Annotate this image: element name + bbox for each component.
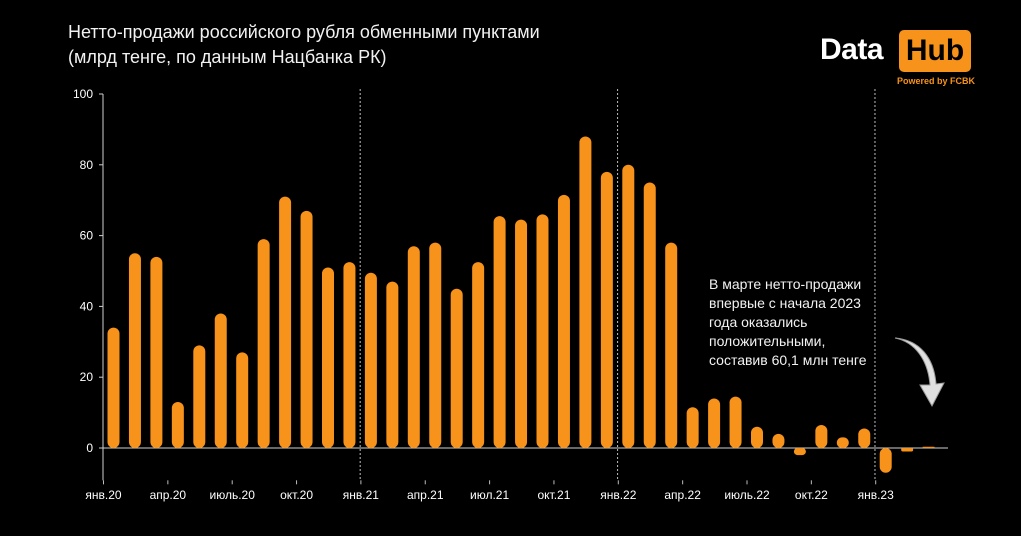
bar — [193, 345, 206, 448]
bar — [686, 407, 699, 448]
y-tick-label: 80 — [80, 158, 94, 172]
y-tick-label: 20 — [80, 370, 94, 384]
bar — [386, 281, 399, 448]
x-tick-label: янв.21 — [343, 488, 380, 502]
annotation-line: В марте нетто-продажи — [709, 276, 862, 292]
annotation-text: В марте нетто-продажи впервые с начала 2… — [709, 275, 899, 370]
bar — [751, 426, 763, 448]
x-tick-label: окт.21 — [537, 488, 570, 502]
x-tick-label: окт.22 — [795, 488, 828, 502]
y-tick-label: 0 — [86, 441, 93, 455]
x-tick-label: июль.22 — [724, 488, 770, 502]
x-tick-label: янв.20 — [85, 488, 122, 502]
bar — [107, 327, 120, 448]
x-tick-label: июл.21 — [470, 488, 509, 502]
bar — [279, 196, 292, 448]
bar — [429, 242, 442, 448]
bar — [579, 136, 592, 449]
bar — [815, 424, 828, 448]
bar — [858, 428, 871, 448]
bar — [622, 164, 635, 449]
bar — [300, 210, 313, 448]
bar — [901, 448, 914, 452]
title-line-2: (млрд тенге, по данным Нацбанка РК) — [68, 47, 387, 67]
bar — [793, 448, 806, 456]
bar — [364, 272, 377, 448]
bar — [643, 182, 656, 448]
bar — [772, 433, 785, 448]
annotation-line: впервые с начала 2023 — [709, 295, 861, 311]
x-tick-label: апр.20 — [150, 488, 187, 502]
bar — [515, 219, 528, 448]
x-tick-label: янв.22 — [600, 488, 637, 502]
bar — [128, 253, 141, 448]
bar — [879, 448, 892, 473]
logo-tagline: Powered by FCBK — [897, 76, 976, 86]
y-tick-label: 60 — [80, 229, 94, 243]
x-tick-label: апр.22 — [664, 488, 701, 502]
logo-word-hub: Hub — [899, 30, 971, 72]
bar — [236, 352, 249, 448]
y-tick-label: 100 — [73, 87, 93, 101]
bar — [171, 401, 184, 448]
annotation-line: составив 60,1 млн тенге — [709, 352, 867, 368]
bar — [343, 262, 356, 448]
annotation-line: положительными, — [709, 333, 826, 349]
y-tick-label: 40 — [80, 299, 94, 313]
bar — [600, 171, 613, 448]
chart-title: Нетто-продажи российского рубля обменным… — [68, 20, 540, 70]
bar — [836, 437, 849, 448]
bar — [407, 246, 420, 448]
bar — [214, 313, 227, 448]
title-line-1: Нетто-продажи российского рубля обменным… — [68, 22, 540, 42]
x-tick-label: июль.20 — [210, 488, 256, 502]
curved-arrow-icon — [894, 337, 945, 408]
bar — [472, 262, 485, 448]
bar — [922, 446, 935, 448]
x-tick-label: окт.20 — [280, 488, 313, 502]
bar — [150, 256, 163, 448]
annotation-line: года оказались — [709, 314, 808, 330]
bar — [493, 216, 506, 448]
x-tick-label: янв.23 — [858, 488, 895, 502]
bar — [708, 398, 721, 448]
x-tick-label: апр.21 — [407, 488, 444, 502]
bar — [257, 239, 270, 448]
bar — [450, 288, 463, 448]
bar — [536, 214, 549, 448]
bar — [729, 396, 742, 448]
logo-word-data: Data — [820, 33, 884, 66]
bar — [322, 267, 334, 448]
bar — [665, 242, 678, 448]
bar — [557, 194, 570, 448]
